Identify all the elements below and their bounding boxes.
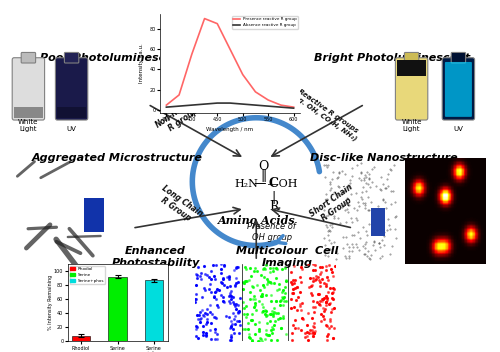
- Text: Disc-like Nanostructure: Disc-like Nanostructure: [310, 153, 458, 163]
- Presence reactive R group: [202, 17, 207, 21]
- Legend: Rhodiol, Serine, Serine+phos: Rhodiol, Serine, Serine+phos: [70, 266, 105, 284]
- Bar: [108, 277, 126, 341]
- Bar: [145, 280, 163, 341]
- Presence reactive R group: [189, 52, 195, 56]
- Text: Multicolour  Cell
Imaging: Multicolour Cell Imaging: [236, 246, 338, 268]
- Bar: [14, 107, 43, 118]
- Y-axis label: % Intensity Remaining: % Intensity Remaining: [48, 275, 52, 330]
- Presence reactive R group: [265, 98, 271, 102]
- Text: —OH: —OH: [250, 178, 298, 189]
- Text: ‖: ‖: [245, 169, 268, 182]
- Text: H₂N: H₂N: [234, 178, 258, 189]
- Line: Presence reactive R group: Presence reactive R group: [166, 19, 294, 107]
- FancyBboxPatch shape: [442, 58, 474, 120]
- FancyBboxPatch shape: [12, 58, 44, 120]
- Presence reactive R group: [227, 47, 233, 51]
- Presence reactive R group: [240, 73, 246, 77]
- Absence reactive R group: [176, 104, 182, 108]
- Legend: Presence reactive R group, Absence reactive R group: Presence reactive R group, Absence react…: [232, 16, 298, 29]
- Line: Absence reactive R group: Absence reactive R group: [166, 103, 294, 108]
- Text: Reactive R groups
(eg. OH, CO₂H, NH₂): Reactive R groups (eg. OH, CO₂H, NH₂): [290, 86, 362, 142]
- FancyBboxPatch shape: [64, 52, 79, 63]
- Text: —: —: [254, 177, 266, 190]
- FancyBboxPatch shape: [404, 52, 419, 63]
- FancyBboxPatch shape: [21, 52, 35, 63]
- Text: R: R: [269, 200, 278, 213]
- Absence reactive R group: [290, 106, 296, 110]
- Text: O: O: [243, 160, 270, 172]
- Text: White
Light: White Light: [402, 119, 422, 132]
- FancyBboxPatch shape: [451, 52, 466, 63]
- Text: Poor Photoluminescent: Poor Photoluminescent: [40, 53, 186, 63]
- Text: Bright Photoluminescent: Bright Photoluminescent: [314, 53, 470, 63]
- Text: Presence of
OH group: Presence of OH group: [248, 222, 296, 242]
- Absence reactive R group: [202, 102, 207, 106]
- Text: |: |: [272, 191, 276, 203]
- X-axis label: Wavelength / nm: Wavelength / nm: [206, 127, 254, 132]
- Text: Long Chain
R Group: Long Chain R Group: [154, 183, 204, 226]
- Bar: [397, 60, 426, 76]
- Presence reactive R group: [252, 90, 258, 94]
- Absence reactive R group: [189, 103, 195, 107]
- Text: White
Light: White Light: [18, 119, 38, 132]
- Text: UV: UV: [454, 126, 464, 132]
- Y-axis label: Intensity / a.u.: Intensity / a.u.: [139, 44, 144, 83]
- Absence reactive R group: [227, 101, 233, 105]
- FancyBboxPatch shape: [396, 58, 428, 120]
- Absence reactive R group: [278, 105, 284, 109]
- Bar: [72, 336, 90, 341]
- Text: C: C: [268, 177, 278, 190]
- Absence reactive R group: [265, 104, 271, 108]
- Presence reactive R group: [278, 103, 284, 107]
- Absence reactive R group: [164, 105, 170, 109]
- Presence reactive R group: [290, 105, 296, 109]
- FancyBboxPatch shape: [445, 62, 472, 117]
- Presence reactive R group: [214, 21, 220, 26]
- Text: Enhanced
Photostability: Enhanced Photostability: [112, 246, 200, 268]
- Bar: [84, 198, 103, 232]
- Text: Short Chain
R Group: Short Chain R Group: [308, 182, 360, 227]
- Text: Aggregated Microstructure: Aggregated Microstructure: [32, 153, 202, 163]
- Absence reactive R group: [214, 101, 220, 105]
- Text: Non-Reactive
R groups: Non-Reactive R groups: [154, 90, 212, 138]
- Text: Amino Acids: Amino Acids: [218, 215, 295, 226]
- Presence reactive R group: [176, 93, 182, 97]
- FancyBboxPatch shape: [56, 58, 88, 120]
- Presence reactive R group: [164, 103, 170, 107]
- Bar: [370, 208, 384, 236]
- Absence reactive R group: [252, 103, 258, 107]
- Absence reactive R group: [240, 102, 246, 106]
- Text: UV: UV: [66, 126, 76, 132]
- Bar: [57, 107, 86, 118]
